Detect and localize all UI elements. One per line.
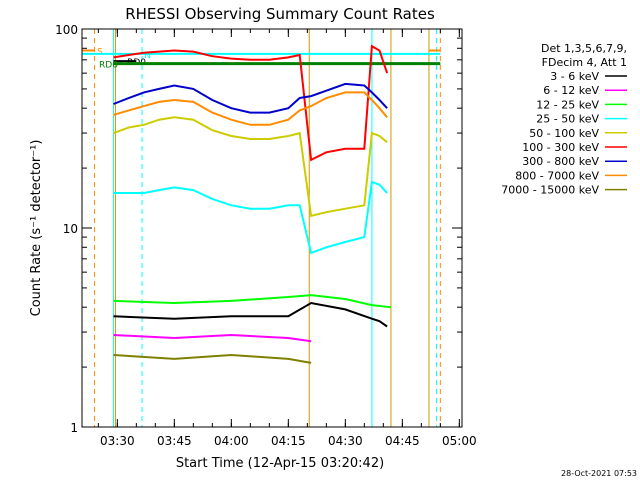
flag-label-s: S	[97, 47, 103, 57]
vertical-markers	[94, 29, 441, 427]
series-line-6-12-kev	[113, 333, 312, 343]
series-lines	[113, 44, 392, 364]
legend-label-12-25-kev: 12 - 25 keV	[536, 98, 599, 111]
series-line-12-25-kev	[113, 294, 392, 309]
legend-header-line-1: Det 1,3,5,6,7,9,	[541, 42, 627, 55]
y-tick-label-10: 10	[63, 222, 78, 236]
legend-label-6-12-kev: 6 - 12 keV	[543, 84, 599, 97]
series-line-100-300-kev	[113, 44, 389, 162]
x-tick-label-03-45: 03:45	[157, 434, 192, 448]
legend-label-3-6-kev: 3 - 6 keV	[550, 70, 599, 83]
x-tick-label-03-30: 03:30	[100, 434, 135, 448]
axes: 03:30 03:45 04:00 04:15 04:30 04:45 05:00 1 10 10…	[55, 23, 477, 448]
series-line-7000-15000-kev	[113, 353, 312, 364]
series-line-3-6-kev	[113, 301, 388, 328]
y-tick-label-1: 1	[70, 421, 78, 435]
legend-header-line-2: FDecim 4, Att 1	[542, 56, 627, 69]
legend-label-100-300-kev: 100 - 300 keV	[522, 141, 599, 154]
legend-label-7000-15000-kev: 7000 - 15000 keV	[501, 184, 599, 197]
flag-label-n: N	[144, 51, 151, 61]
legend-label-25-50-kev: 25 - 50 keV	[536, 113, 599, 126]
x-tick-label-04-30: 04:30	[328, 434, 363, 448]
y-tick-label-100: 100	[55, 23, 78, 37]
x-axis-label: Start Time (12-Apr-15 03:20:42)	[176, 456, 384, 471]
chart-title: RHESSI Observing Summary Count Rates	[125, 5, 435, 23]
x-tick-label-04-00: 04:00	[214, 434, 249, 448]
footer-timestamp: 28-Oct-2021 07:53	[561, 469, 637, 478]
series-line-25-50-kev	[113, 180, 388, 255]
legend-label-800-7000-kev: 800 - 7000 keV	[515, 169, 599, 182]
x-tick-label-04-45: 04:45	[385, 434, 420, 448]
legend: Det 1,3,5,6,7,9, FDecim 4, Att 1 3 - 6 k…	[501, 42, 627, 197]
plot-frame	[81, 28, 463, 428]
series-line-50-100-kev	[113, 116, 388, 218]
legend-label-300-800-kev: 300 - 800 keV	[522, 155, 599, 168]
flag-label-rd6: RD6	[99, 61, 118, 71]
series-line-300-800-kev	[113, 82, 388, 114]
legend-label-50-100-kev: 50 - 100 keV	[529, 127, 599, 140]
y-axis-label: Count Rate (s⁻¹ detector⁻¹)	[29, 140, 44, 317]
x-tick-label-05-00: 05:00	[442, 434, 477, 448]
series-line-800-7000-kev	[113, 91, 388, 126]
x-tick-label-04-15: 04:15	[271, 434, 306, 448]
